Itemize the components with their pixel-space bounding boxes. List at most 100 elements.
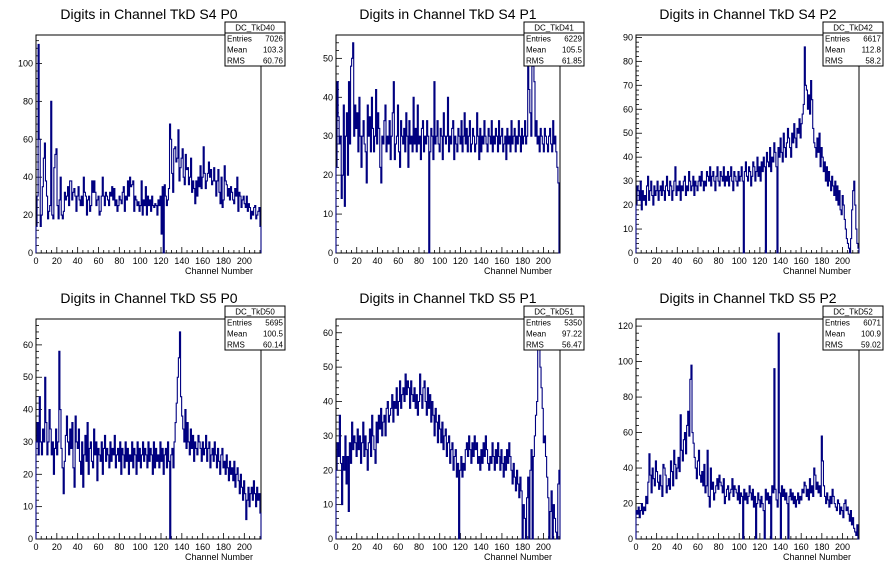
plot-frame: [35, 34, 262, 254]
y-tick-label: 40: [323, 92, 333, 102]
stats-row-value: 6071: [863, 319, 881, 328]
y-tick-label: 30: [623, 176, 633, 186]
x-tick-label: 20: [352, 256, 362, 266]
stats-row-label: Entries: [825, 35, 850, 44]
x-axis-label: Channel Number: [783, 266, 851, 276]
x-tick-label: 200: [835, 542, 850, 552]
stats-row-value: 60.76: [263, 57, 284, 66]
stats-row-label: Entries: [526, 319, 551, 328]
stats-row-label: Entries: [227, 319, 252, 328]
x-tick-label: 20: [352, 542, 362, 552]
stats-box-name: DC_TkD52: [833, 308, 873, 317]
y-tick-label: 10: [323, 500, 333, 510]
y-tick-label: 60: [23, 134, 33, 144]
stats-row-value: 103.3: [263, 46, 284, 55]
y-tick-label: 70: [623, 80, 633, 90]
stats-row-label: Mean: [526, 46, 546, 55]
histogram-series-line: [35, 43, 262, 254]
y-tick-label: 0: [628, 248, 633, 258]
x-tick-label: 80: [714, 542, 724, 552]
y-tick-label: 0: [328, 534, 333, 544]
y-tick-label: 10: [323, 209, 333, 219]
stats-row-value: 61.85: [562, 57, 583, 66]
stats-row-value: 59.02: [861, 341, 882, 350]
stats-row-value: 7026: [265, 35, 283, 44]
y-tick-label: 20: [623, 499, 633, 509]
x-tick-label: 160: [494, 256, 509, 266]
y-tick-label: 60: [623, 104, 633, 114]
x-tick-label: 140: [174, 542, 189, 552]
y-tick-label: 50: [23, 372, 33, 382]
stats-box: DC_TkD41 Entries 6229 Mean 105.5 RMS 61.85: [523, 21, 585, 67]
y-tick-label: 20: [623, 200, 633, 210]
y-tick-label: 10: [23, 502, 33, 512]
y-tick-label: 100: [18, 58, 33, 68]
y-tick-label: 60: [623, 428, 633, 438]
y-tick-label: 50: [323, 362, 333, 372]
y-tick-label: 50: [323, 53, 333, 63]
stats-row-label: RMS: [227, 57, 245, 66]
x-tick-label: 40: [672, 542, 682, 552]
stats-row-label: Mean: [227, 330, 247, 339]
histogram-panel: Digits in Channel TkD S5 P2 0 20 40 60 80 100 1…: [618, 290, 884, 562]
x-axis-label: Channel Number: [484, 266, 552, 276]
stats-row-label: Mean: [526, 330, 546, 339]
x-tick-label: 40: [672, 256, 682, 266]
stats-box-frame: [822, 21, 884, 67]
y-tick-label: 0: [328, 248, 333, 258]
x-tick-label: 100: [732, 542, 747, 552]
x-tick-label: 60: [393, 256, 403, 266]
stats-box-name: DC_TkD50: [235, 308, 275, 317]
x-tick-label: 0: [33, 256, 38, 266]
x-tick-label: 80: [114, 256, 124, 266]
stats-row-label: Entries: [526, 35, 551, 44]
stats-row-label: Mean: [825, 46, 845, 55]
y-tick-label: 30: [323, 131, 333, 141]
stats-row-value: 97.22: [562, 330, 583, 339]
x-tick-label: 200: [536, 542, 551, 552]
stats-row-value: 58.2: [865, 57, 881, 66]
x-tick-label: 60: [93, 256, 103, 266]
y-tick-label: 0: [28, 248, 33, 258]
histogram-panel: Digits in Channel TkD S5 P10 20 40 60 80 100 1…: [323, 290, 585, 562]
plot-title: Digits in Channel TkD S4 P1: [359, 6, 536, 22]
stats-box: DC_TkD42 Entries 6617 Mean 112.8 RMS 58.2: [822, 21, 884, 67]
stats-row-value: 100.5: [263, 330, 284, 339]
stats-row-value: 5350: [564, 319, 582, 328]
stats-box-name: DC_TkD41: [534, 24, 574, 33]
x-tick-label: 160: [195, 542, 210, 552]
x-tick-label: 0: [333, 542, 338, 552]
x-tick-label: 140: [474, 256, 489, 266]
y-tick-label: 60: [23, 340, 33, 350]
x-tick-label: 120: [752, 256, 767, 266]
histogram-panel: Digits in Channel TkD S4 P20 20 40 60 80 100 1…: [623, 6, 884, 276]
x-tick-label: 100: [133, 256, 148, 266]
x-tick-label: 0: [633, 542, 638, 552]
x-axis-label: Channel Number: [484, 552, 552, 562]
histogram-series-line: [635, 46, 860, 254]
x-tick-label: 120: [153, 542, 168, 552]
x-tick-label: 100: [133, 542, 148, 552]
stats-box: DC_TkD50 Entries 5695 Mean 100.5 RMS 60.14: [224, 305, 286, 351]
y-tick-label: 20: [323, 170, 333, 180]
plot-frame: [635, 34, 860, 254]
stats-row-label: Mean: [825, 330, 845, 339]
stats-box-frame: [822, 305, 884, 351]
x-tick-label: 80: [414, 542, 424, 552]
histogram-panel: Digits in Channel TkD S4 P0 0 20 40 60 80 100 1…: [18, 6, 286, 276]
x-tick-label: 80: [114, 542, 124, 552]
y-tick-label: 40: [623, 463, 633, 473]
x-tick-label: 180: [216, 256, 231, 266]
histogram-series-line: [335, 42, 560, 254]
stats-box-frame: [224, 21, 286, 67]
stats-row-label: Mean: [227, 46, 247, 55]
plot-frame: [635, 318, 860, 540]
stats-box-name: DC_TkD40: [235, 24, 275, 33]
x-tick-label: 160: [195, 256, 210, 266]
x-tick-label: 40: [73, 542, 83, 552]
x-tick-label: 60: [93, 542, 103, 552]
y-tick-label: 90: [623, 32, 633, 42]
x-tick-label: 180: [515, 542, 530, 552]
x-tick-label: 120: [453, 542, 468, 552]
x-tick-label: 40: [73, 256, 83, 266]
